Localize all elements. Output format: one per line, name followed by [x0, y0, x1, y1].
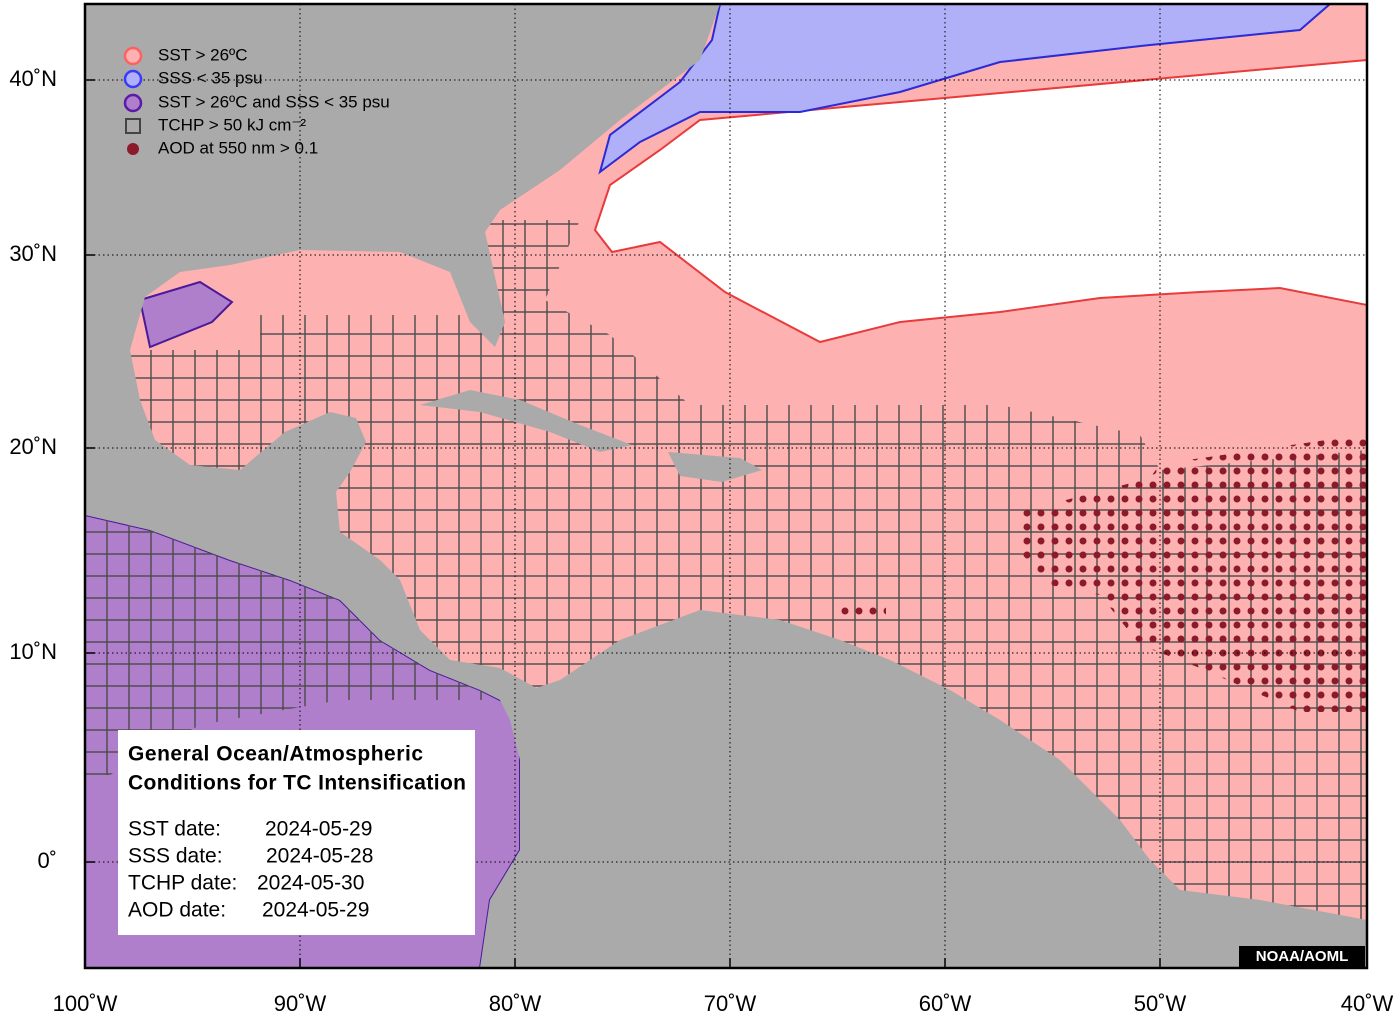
credit: NOAA/AOML — [1256, 948, 1349, 965]
info-title: General Ocean/Atmospheric — [128, 743, 423, 766]
legend-symbol — [123, 93, 143, 113]
lat-label: 0˚ — [37, 848, 57, 873]
legend-label: TCHP > 50 kJ cm⁻² — [158, 115, 306, 134]
date-value: 2024-05-29 — [265, 818, 372, 841]
legend-symbol — [127, 143, 139, 155]
land-cuba — [420, 390, 632, 452]
legend-symbol — [125, 118, 141, 134]
aod-dots — [1020, 438, 1367, 712]
map-layers — [85, 4, 1367, 968]
map-frame — [83, 2, 1369, 970]
date-value: 2024-05-30 — [257, 872, 364, 895]
lat-label: 40˚N — [9, 66, 57, 91]
date-label: TCHP date: — [128, 872, 237, 895]
lon-label: 80˚W — [489, 991, 542, 1016]
lon-label: 60˚W — [919, 991, 972, 1016]
aod-dots — [836, 602, 886, 618]
land-north-america — [85, 4, 720, 710]
lon-label: 90˚W — [274, 991, 327, 1016]
legend-label: AOD at 550 nm > 0.1 — [158, 138, 318, 157]
lon-label: 100˚W — [53, 991, 118, 1016]
land-hispaniola — [668, 452, 762, 482]
legend-symbol — [123, 46, 143, 66]
date-label: SSS date: — [128, 845, 223, 868]
sss-region — [598, 4, 1332, 175]
credit-bg — [1239, 946, 1365, 967]
lon-label: 40˚W — [1341, 991, 1394, 1016]
legend-label: SST > 26ºC — [158, 45, 248, 64]
gulf-overlap — [138, 280, 234, 349]
info-box-bg — [118, 730, 475, 935]
date-label: SST date: — [128, 818, 221, 841]
lat-label: 10˚N — [9, 639, 57, 664]
date-value: 2024-05-29 — [262, 899, 369, 922]
lat-label: 20˚N — [9, 434, 57, 459]
legend-label: SSS < 35 psu — [158, 68, 262, 87]
cool-region — [593, 58, 1367, 344]
info-title: Conditions for TC Intensification — [128, 772, 466, 795]
land-south-america — [480, 610, 1367, 968]
date-value: 2024-05-28 — [266, 845, 373, 868]
info-box: General Ocean/Atmospheric Conditions for… — [118, 730, 475, 935]
lon-label: 70˚W — [704, 991, 757, 1016]
date-label: AOD date: — [128, 899, 226, 922]
tchp-cells — [85, 220, 1367, 920]
lat-label: 30˚N — [9, 241, 57, 266]
lon-label: 50˚W — [1134, 991, 1187, 1016]
legend: SST > 26ºC SSS < 35 psu SST > 26ºC and S… — [123, 45, 390, 157]
legend-symbol — [123, 69, 143, 89]
legend-label: SST > 26ºC and SSS < 35 psu — [158, 92, 390, 111]
